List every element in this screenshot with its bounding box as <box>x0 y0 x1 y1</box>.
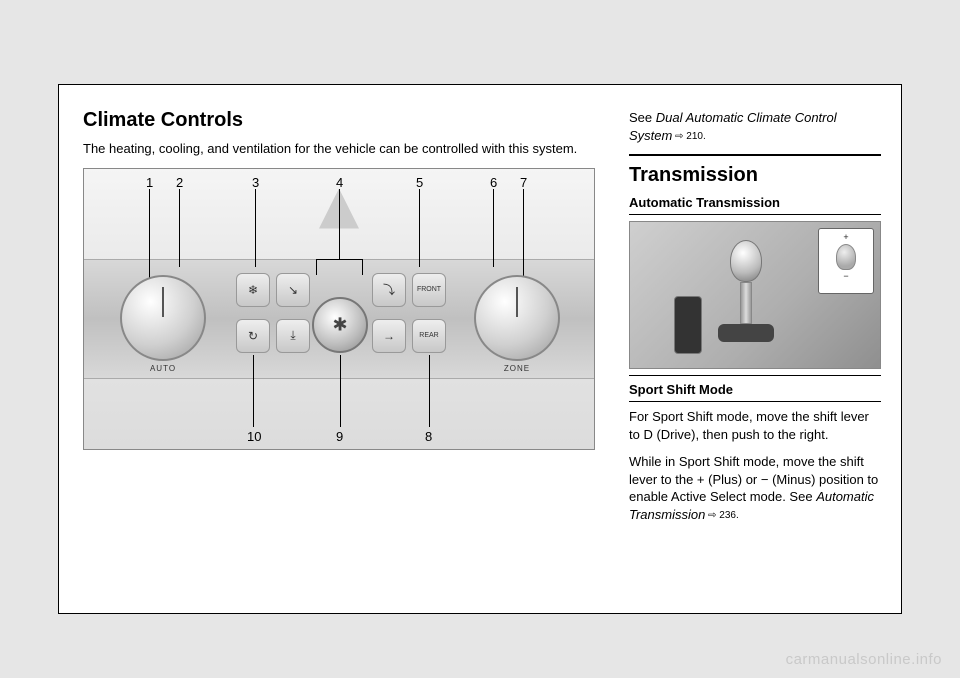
mini-knob-icon <box>836 244 856 270</box>
ac-button-icon: ❄ <box>236 273 270 307</box>
leader-line <box>429 355 430 427</box>
manual-page: Climate Controls The heating, cooling, a… <box>58 84 902 614</box>
leader-line <box>362 259 363 275</box>
watermark-text: carmanualsonline.info <box>786 651 942 668</box>
divider <box>629 401 881 402</box>
leader-line <box>419 189 420 267</box>
column-right: See Dual Automatic Climate Control Syste… <box>617 85 901 613</box>
see-ref-title: Dual Automatic Climate Control System <box>629 110 837 143</box>
front-defrost-button-icon: FRONT <box>412 273 446 307</box>
fan-knob: ✱ <box>312 297 368 353</box>
right-dial: ZONE <box>474 275 560 361</box>
climate-control-diagram: 1 2 3 4 5 6 7 AUTO ZONE <box>83 168 595 450</box>
shift-lever-icon <box>730 240 762 330</box>
callout-8: 8 <box>425 429 432 444</box>
zone-label: ZONE <box>504 364 530 373</box>
column-left: Climate Controls The heating, cooling, a… <box>59 85 617 613</box>
leader-line <box>149 189 150 279</box>
see-reference-text: See Dual Automatic Climate Control Syste… <box>629 109 881 144</box>
left-dial: AUTO <box>120 275 206 361</box>
leader-line <box>316 259 362 260</box>
shift-boot-icon <box>718 324 774 342</box>
leader-line <box>179 189 180 267</box>
callout-3: 3 <box>252 175 259 190</box>
shift-stem-icon <box>740 282 752 324</box>
leader-line <box>340 355 341 427</box>
rear-defrost-button-icon: REAR <box>412 319 446 353</box>
leader-line <box>255 189 256 267</box>
shift-inset: + − <box>818 228 874 294</box>
leader-line <box>339 189 340 259</box>
sport-p1: For Sport Shift mode, move the shift lev… <box>629 408 881 443</box>
leader-line <box>253 355 254 427</box>
auto-label: AUTO <box>150 364 176 373</box>
callout-7: 7 <box>520 175 527 190</box>
leader-line <box>316 259 317 275</box>
callout-2: 2 <box>176 175 183 190</box>
climate-intro-text: The heating, cooling, and ventilation fo… <box>83 140 597 158</box>
climate-controls-heading: Climate Controls <box>83 109 597 132</box>
face-button-icon: → <box>372 319 406 353</box>
airflow2-button-icon: ⤵ <box>372 273 406 307</box>
divider <box>629 214 881 215</box>
divider <box>629 375 881 376</box>
callout-1: 1 <box>146 175 153 190</box>
see-prefix: See <box>629 110 656 125</box>
transmission-heading: Transmission <box>629 164 881 187</box>
fan-icon: ✱ <box>332 314 347 335</box>
callout-10: 10 <box>247 429 261 444</box>
plus-icon: + <box>843 233 848 242</box>
sport-shift-subhead: Sport Shift Mode <box>629 382 881 397</box>
recirc-button-icon: ↻ <box>236 319 270 353</box>
callout-9: 9 <box>336 429 343 444</box>
callout-5: 5 <box>416 175 423 190</box>
shift-knob-icon <box>730 240 762 282</box>
see-ref-page: ⇨ 210. <box>672 131 705 142</box>
leader-line <box>523 189 524 279</box>
minus-icon: − <box>843 272 848 281</box>
gear-gate-icon <box>674 296 702 354</box>
sport-p2-page: ⇨ 236. <box>705 510 738 521</box>
auto-transmission-subhead: Automatic Transmission <box>629 195 881 210</box>
leader-line <box>493 189 494 267</box>
airflow-button-icon: ↘ <box>276 273 310 307</box>
callout-4: 4 <box>336 175 343 190</box>
shift-lever-photo: + − <box>629 221 881 369</box>
sport-p2: While in Sport Shift mode, move the shif… <box>629 453 881 523</box>
divider <box>629 154 881 156</box>
floor-button-icon: ⤓ <box>276 319 310 353</box>
callout-6: 6 <box>490 175 497 190</box>
